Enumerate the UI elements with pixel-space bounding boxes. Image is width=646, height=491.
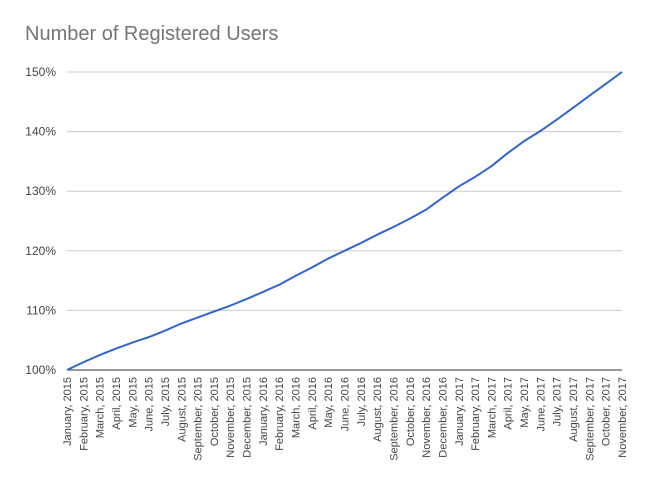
x-tick-label: November, 2015: [225, 377, 237, 458]
data-point: [325, 256, 331, 262]
data-point: [64, 367, 70, 373]
series-line-layer: [64, 69, 625, 373]
x-tick-label: September, 2016: [388, 377, 400, 461]
data-point: [227, 303, 233, 309]
x-tick-label: June, 2017: [535, 377, 547, 431]
x-tick-label: July, 2016: [356, 377, 368, 426]
data-point: [374, 232, 380, 238]
data-point: [244, 296, 250, 302]
data-point: [423, 207, 429, 213]
y-tick-label: 140%: [25, 125, 56, 139]
data-point: [178, 321, 184, 327]
x-tick-label: April, 2016: [307, 377, 319, 430]
data-point: [146, 334, 152, 340]
x-tick-label: May, 2016: [323, 377, 335, 428]
x-tick-label: January, 2016: [258, 377, 270, 446]
data-point: [472, 174, 478, 180]
x-axis-ticks: January, 2015 February, 2015 March, 2015 Ap…: [62, 377, 629, 461]
x-tick-label: March, 2016: [291, 377, 303, 438]
data-point: [129, 340, 135, 346]
data-point: [439, 195, 445, 201]
x-tick-label: April, 2017: [503, 377, 515, 430]
x-tick-label: February, 2017: [470, 377, 482, 451]
x-tick-label: October, 2016: [405, 377, 417, 446]
data-point: [570, 105, 576, 111]
x-tick-label: November, 2016: [421, 377, 433, 458]
x-tick-label: August, 2016: [372, 377, 384, 442]
data-point: [211, 309, 217, 315]
x-tick-label: May, 2017: [519, 377, 531, 428]
x-tick-label: August, 2015: [176, 377, 188, 442]
x-tick-label: February, 2015: [78, 377, 90, 451]
x-tick-label: August, 2017: [568, 377, 580, 442]
x-tick-label: October, 2015: [209, 377, 221, 446]
x-tick-label: November, 2017: [617, 377, 629, 458]
series-line: [66, 71, 623, 371]
x-tick-label: July, 2017: [552, 377, 564, 426]
x-tick-label: January, 2015: [62, 377, 74, 446]
y-tick-label: 120%: [25, 244, 56, 258]
data-point: [276, 282, 282, 288]
x-tick-label: December, 2016: [437, 377, 449, 458]
data-point: [260, 289, 266, 295]
data-point: [603, 81, 609, 87]
gridlines: [67, 71, 622, 371]
data-point: [505, 150, 511, 156]
data-point: [554, 117, 560, 123]
data-point: [521, 138, 527, 144]
x-tick-label: March, 2015: [95, 377, 107, 438]
data-point: [619, 69, 625, 75]
y-tick-label: 110%: [26, 303, 56, 317]
data-point: [407, 216, 413, 222]
data-point: [358, 240, 364, 246]
data-point: [537, 128, 543, 134]
y-tick-label: 150%: [25, 65, 56, 79]
data-point: [113, 346, 119, 352]
x-tick-label: September, 2017: [584, 377, 596, 461]
x-tick-label: March, 2017: [486, 377, 498, 438]
y-tick-label: 130%: [25, 184, 56, 198]
data-point: [80, 359, 86, 365]
data-point: [390, 224, 396, 230]
data-point: [97, 352, 103, 358]
x-tick-label: July, 2015: [160, 377, 172, 426]
data-point: [309, 264, 315, 270]
x-tick-label: December, 2015: [242, 377, 254, 458]
x-tick-label: February, 2016: [274, 377, 286, 451]
x-tick-label: April, 2015: [111, 377, 123, 430]
data-point: [293, 273, 299, 279]
chart-title: Number of Registered Users: [25, 23, 279, 45]
x-tick-label: September, 2015: [193, 377, 205, 461]
x-tick-label: June, 2015: [144, 377, 156, 431]
y-tick-label: 100%: [25, 363, 56, 377]
data-point: [488, 163, 494, 169]
data-point: [162, 328, 168, 334]
data-point: [195, 315, 201, 321]
y-axis-ticks: 100% 110% 120% 130% 140% 150%: [25, 65, 56, 377]
x-tick-label: June, 2016: [340, 377, 352, 431]
data-point: [342, 248, 348, 254]
x-tick-label: May, 2015: [127, 377, 139, 428]
x-tick-label: January, 2017: [454, 377, 466, 446]
x-tick-label: October, 2017: [601, 377, 613, 446]
data-point: [456, 183, 462, 189]
data-point: [586, 93, 592, 99]
